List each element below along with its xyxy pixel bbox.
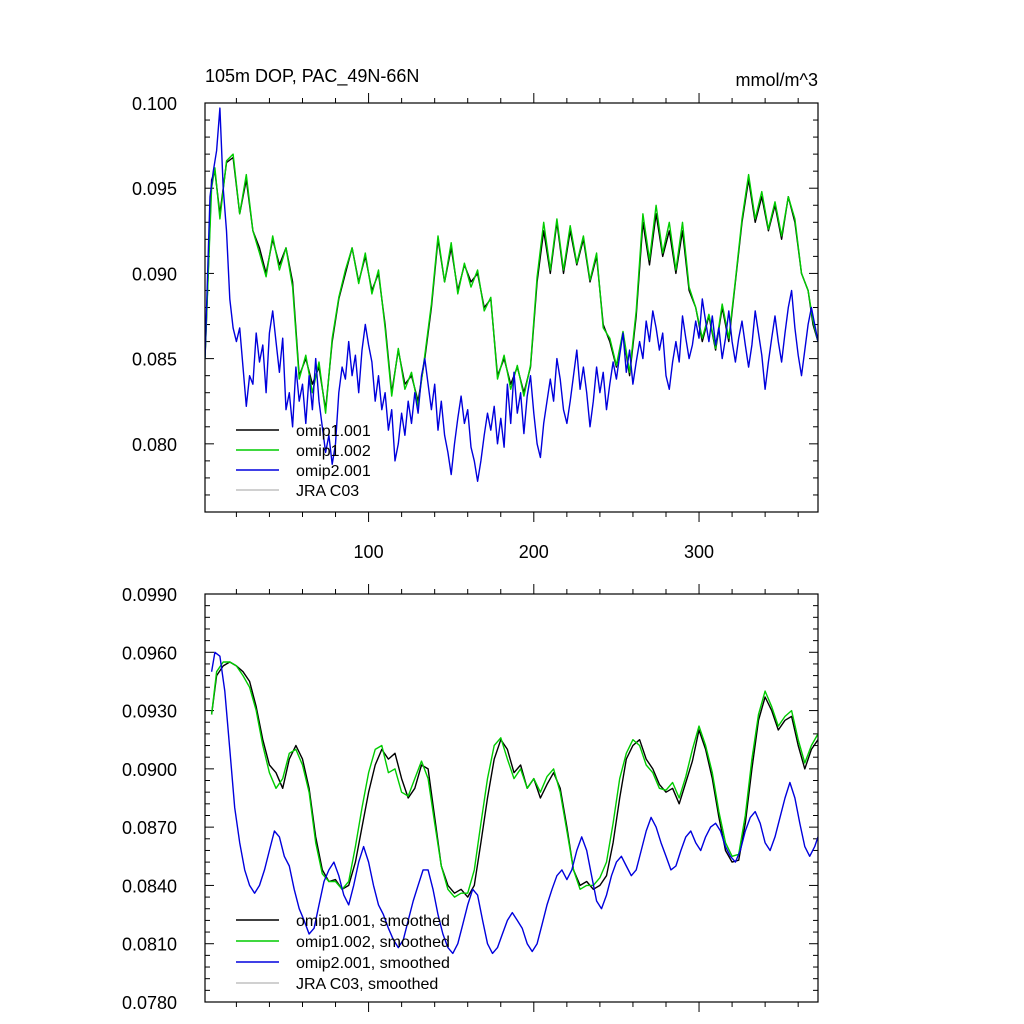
bottom-panel-legend: omip1.001, smoothed omip1.002, smoothed om…	[236, 913, 450, 993]
y-tick-label: 0.0930	[122, 702, 177, 722]
legend-label: JRA C03	[296, 483, 359, 500]
x-tick-label: 200	[519, 542, 549, 562]
legend-label: omip1.002	[296, 443, 371, 460]
series-line-omip1-002-smoothed	[210, 661, 818, 898]
legend-label: omip1.001, smoothed	[296, 913, 450, 930]
y-tick-label: 0.080	[132, 435, 177, 455]
y-tick-label: 0.0870	[122, 818, 177, 838]
y-tick-label: 0.095	[132, 179, 177, 199]
legend-label: omip2.001	[296, 463, 371, 480]
y-tick-label: 0.0840	[122, 876, 177, 896]
top-panel-units: mmol/m^3	[736, 70, 818, 90]
legend-label: omip1.002, smoothed	[296, 934, 450, 951]
y-tick-label: 0.0900	[122, 760, 177, 780]
top-panel-title: 105m DOP, PAC_49N-66N	[205, 66, 419, 87]
bottom-panel: 0.0780 0.0810 0.0840 0.0870 0.0900 0.0930 0.09…	[122, 584, 819, 1013]
y-tick-label: 0.0780	[122, 993, 177, 1013]
legend-label: omip1.001	[296, 423, 371, 440]
top-panel: 105m DOP, PAC_49N-66N mmol/m^3 0.0800.08…	[132, 66, 819, 562]
y-tick-label: 0.0990	[122, 585, 177, 605]
top-panel-legend: omip1.001 omip1.002 omip2.001 JRA C03	[236, 423, 371, 500]
y-tick-label: 0.0810	[122, 935, 177, 955]
series-line-omip2-001	[205, 107, 818, 482]
x-tick-label: 100	[354, 542, 384, 562]
y-tick-label: 0.100	[132, 94, 177, 114]
top-panel-ticks: 0.080 0.085 0.090 0.095 0.100 100 200 300	[132, 93, 818, 562]
legend-label: omip2.001, smoothed	[296, 955, 450, 972]
legend-label: JRA C03, smoothed	[296, 976, 438, 993]
top-panel-series	[205, 107, 818, 482]
y-tick-label: 0.0960	[122, 643, 177, 663]
series-line-omip2-001-smoothed	[210, 651, 818, 955]
y-tick-label: 0.090	[132, 264, 177, 284]
bottom-panel-series	[210, 651, 818, 955]
y-tick-label: 0.085	[132, 350, 177, 370]
x-tick-label: 300	[684, 542, 714, 562]
bottom-panel-frame	[204, 593, 819, 1003]
top-panel-frame	[204, 102, 819, 513]
